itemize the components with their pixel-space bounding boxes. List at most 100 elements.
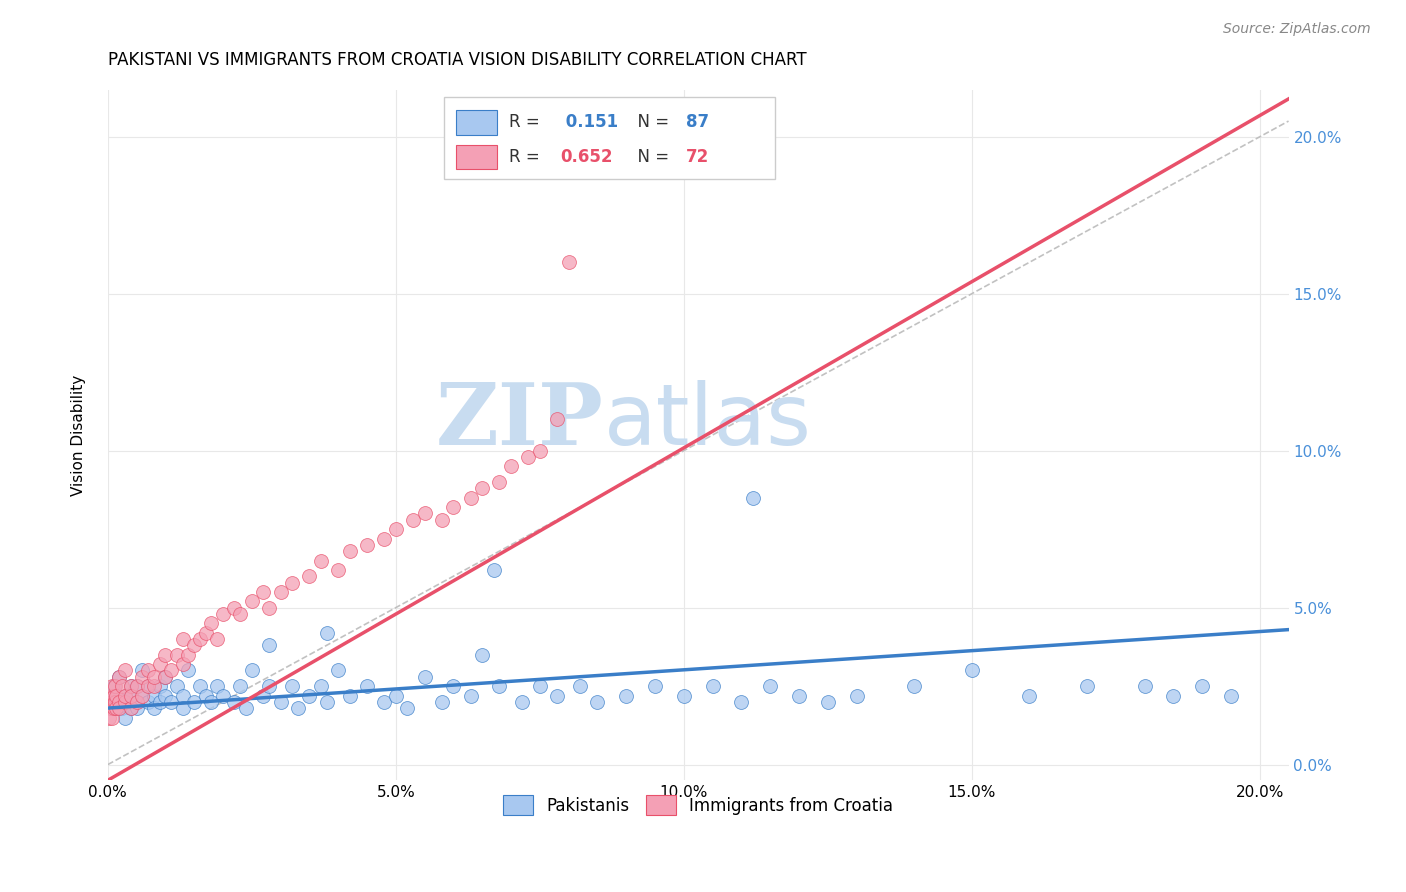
Point bbox=[120, 679, 142, 693]
Point bbox=[471, 648, 494, 662]
Point bbox=[183, 638, 205, 652]
Text: ZIP: ZIP bbox=[436, 379, 603, 463]
Point bbox=[105, 701, 128, 715]
Point bbox=[339, 544, 361, 558]
Point bbox=[188, 632, 211, 646]
Point bbox=[103, 701, 125, 715]
Point bbox=[114, 695, 136, 709]
Point bbox=[103, 679, 125, 693]
Point bbox=[229, 607, 252, 621]
Point bbox=[298, 569, 321, 583]
Point bbox=[101, 695, 124, 709]
Point bbox=[730, 695, 752, 709]
Point bbox=[172, 657, 194, 672]
Point bbox=[252, 689, 274, 703]
Point bbox=[413, 670, 436, 684]
Point bbox=[136, 679, 159, 693]
Point bbox=[104, 679, 127, 693]
Point bbox=[517, 450, 540, 464]
Point bbox=[155, 689, 177, 703]
Point bbox=[257, 600, 280, 615]
Point bbox=[98, 710, 121, 724]
Point bbox=[136, 695, 159, 709]
Point bbox=[142, 679, 165, 693]
Text: PAKISTANI VS IMMIGRANTS FROM CROATIA VISION DISABILITY CORRELATION CHART: PAKISTANI VS IMMIGRANTS FROM CROATIA VIS… bbox=[108, 51, 807, 69]
FancyBboxPatch shape bbox=[456, 111, 498, 135]
Text: 72: 72 bbox=[686, 148, 710, 166]
Point bbox=[270, 585, 292, 599]
Point bbox=[131, 670, 153, 684]
Point bbox=[136, 679, 159, 693]
Point bbox=[460, 689, 482, 703]
Point bbox=[546, 412, 568, 426]
Point bbox=[142, 701, 165, 715]
Point bbox=[252, 585, 274, 599]
Point bbox=[155, 670, 177, 684]
Point bbox=[142, 689, 165, 703]
Point bbox=[298, 689, 321, 703]
Point bbox=[257, 679, 280, 693]
Point bbox=[177, 664, 200, 678]
Point bbox=[98, 695, 121, 709]
Point bbox=[356, 679, 378, 693]
Point bbox=[149, 657, 172, 672]
Point bbox=[441, 500, 464, 515]
Point bbox=[672, 689, 695, 703]
Point bbox=[101, 679, 124, 693]
Point bbox=[281, 575, 304, 590]
Point bbox=[441, 679, 464, 693]
Point bbox=[315, 625, 337, 640]
Point bbox=[108, 695, 131, 709]
Point bbox=[114, 689, 136, 703]
Point bbox=[339, 689, 361, 703]
Point bbox=[200, 695, 222, 709]
Point bbox=[108, 701, 131, 715]
Point bbox=[149, 679, 172, 693]
Point bbox=[702, 679, 724, 693]
Point bbox=[166, 648, 188, 662]
Point bbox=[309, 679, 332, 693]
Point bbox=[224, 695, 246, 709]
Point bbox=[488, 679, 510, 693]
Point bbox=[499, 459, 522, 474]
Point bbox=[114, 695, 136, 709]
Point bbox=[396, 701, 419, 715]
Point bbox=[402, 513, 425, 527]
Point bbox=[131, 689, 153, 703]
Text: Source: ZipAtlas.com: Source: ZipAtlas.com bbox=[1223, 22, 1371, 37]
Point bbox=[229, 679, 252, 693]
Point bbox=[546, 689, 568, 703]
Point bbox=[240, 594, 263, 608]
Point bbox=[194, 689, 217, 703]
Point bbox=[1163, 689, 1185, 703]
Point bbox=[413, 507, 436, 521]
Point bbox=[903, 679, 925, 693]
Point bbox=[100, 701, 122, 715]
Point bbox=[101, 710, 124, 724]
Point bbox=[142, 670, 165, 684]
Legend: Pakistanis, Immigrants from Croatia: Pakistanis, Immigrants from Croatia bbox=[495, 787, 901, 824]
Point bbox=[205, 632, 228, 646]
Point bbox=[328, 563, 350, 577]
Point bbox=[97, 701, 120, 715]
Text: 0.652: 0.652 bbox=[560, 148, 613, 166]
Point bbox=[430, 695, 453, 709]
Point bbox=[1076, 679, 1098, 693]
Text: R =: R = bbox=[509, 148, 546, 166]
Point bbox=[111, 701, 134, 715]
Point bbox=[131, 664, 153, 678]
Point bbox=[960, 664, 983, 678]
Point bbox=[114, 689, 136, 703]
Point bbox=[460, 491, 482, 505]
Point bbox=[103, 701, 125, 715]
Point bbox=[529, 443, 551, 458]
Point bbox=[1220, 689, 1243, 703]
Point bbox=[384, 689, 406, 703]
Point bbox=[105, 689, 128, 703]
Text: N =: N = bbox=[627, 148, 675, 166]
Point bbox=[315, 695, 337, 709]
Point bbox=[100, 695, 122, 709]
Point bbox=[644, 679, 666, 693]
Point bbox=[136, 664, 159, 678]
Point bbox=[111, 679, 134, 693]
